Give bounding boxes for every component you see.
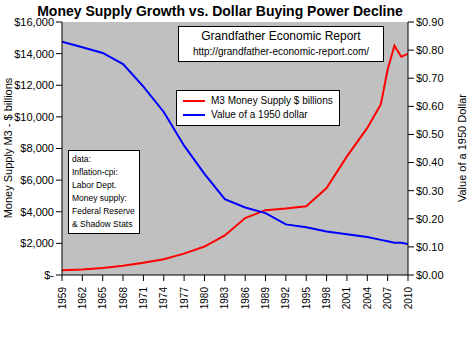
svg-text:2001: 2001 (341, 287, 352, 310)
html-text:& Shadow Stats: & Shadow Stats (72, 219, 133, 229)
svg-text:$2,000: $2,000 (20, 237, 54, 249)
svg-text:$0.60: $0.60 (416, 100, 444, 112)
html-text:M3 Money Supply $ billions: M3 Money Supply $ billions (211, 95, 333, 106)
svg-text:$0.80: $0.80 (416, 44, 444, 56)
svg-text:2004: 2004 (362, 287, 373, 310)
svg-text:1977: 1977 (179, 287, 190, 310)
svg-text:1989: 1989 (260, 287, 271, 310)
svg-text:1983: 1983 (219, 287, 230, 310)
svg-text:1986: 1986 (240, 287, 251, 310)
svg-text:1971: 1971 (138, 287, 149, 310)
html-text:Value of a 1950 Dollar: Value of a 1950 Dollar (456, 94, 468, 202)
svg-text:1992: 1992 (280, 287, 291, 310)
svg-text:$8,000: $8,000 (20, 142, 54, 154)
svg-text:$0.20: $0.20 (416, 213, 444, 225)
html-text:data:: data: (72, 154, 91, 164)
svg-text:$0.00: $0.00 (416, 269, 444, 281)
svg-text:1965: 1965 (97, 287, 108, 310)
html-text:Inflation-cpi:: Inflation-cpi: (72, 167, 118, 177)
svg-text:$0.90: $0.90 (416, 16, 444, 28)
svg-text:$4,000: $4,000 (20, 206, 54, 218)
svg-text:$0.50: $0.50 (416, 128, 444, 140)
svg-text:1974: 1974 (158, 287, 169, 310)
svg-text:$10,000: $10,000 (14, 111, 54, 123)
svg-text:1968: 1968 (118, 287, 129, 310)
svg-text:$12,000: $12,000 (14, 79, 54, 91)
svg-text:1980: 1980 (199, 287, 210, 310)
html-text:Money Supply M3 - $ billions: Money Supply M3 - $ billions (2, 77, 14, 219)
svg-text:$0.70: $0.70 (416, 72, 444, 84)
html-text:Federal Reserve: Federal Reserve (72, 206, 135, 216)
html-text:Money supply:: Money supply: (72, 193, 127, 203)
svg-text:$0.10: $0.10 (416, 241, 444, 253)
html-text:Money Supply Growth vs. Dollar: Money Supply Growth vs. Dollar Buying Po… (37, 3, 403, 19)
svg-text:2007: 2007 (382, 287, 393, 310)
svg-text:$0.40: $0.40 (416, 156, 444, 168)
html-text:Value of a 1950 dollar: Value of a 1950 dollar (211, 109, 308, 120)
svg-text:1998: 1998 (321, 287, 332, 310)
svg-text:$16,000: $16,000 (14, 15, 54, 28)
svg-text:1959: 1959 (57, 287, 68, 310)
svg-text:$14,000: $14,000 (14, 48, 54, 60)
html-text:Grandfather Economic Report: Grandfather Economic Report (201, 29, 361, 43)
svg-text:2010: 2010 (403, 287, 414, 310)
html-text:http://grandfather-economic-re: http://grandfather-economic-report.com/ (192, 46, 370, 57)
svg-text:1995: 1995 (301, 287, 312, 310)
svg-text:$6,000: $6,000 (20, 174, 54, 186)
html-text:Labor Dept.: Labor Dept. (72, 180, 117, 190)
svg-text:1962: 1962 (77, 287, 88, 310)
svg-text:$-: $- (44, 269, 54, 281)
svg-text:$0.30: $0.30 (416, 185, 444, 197)
